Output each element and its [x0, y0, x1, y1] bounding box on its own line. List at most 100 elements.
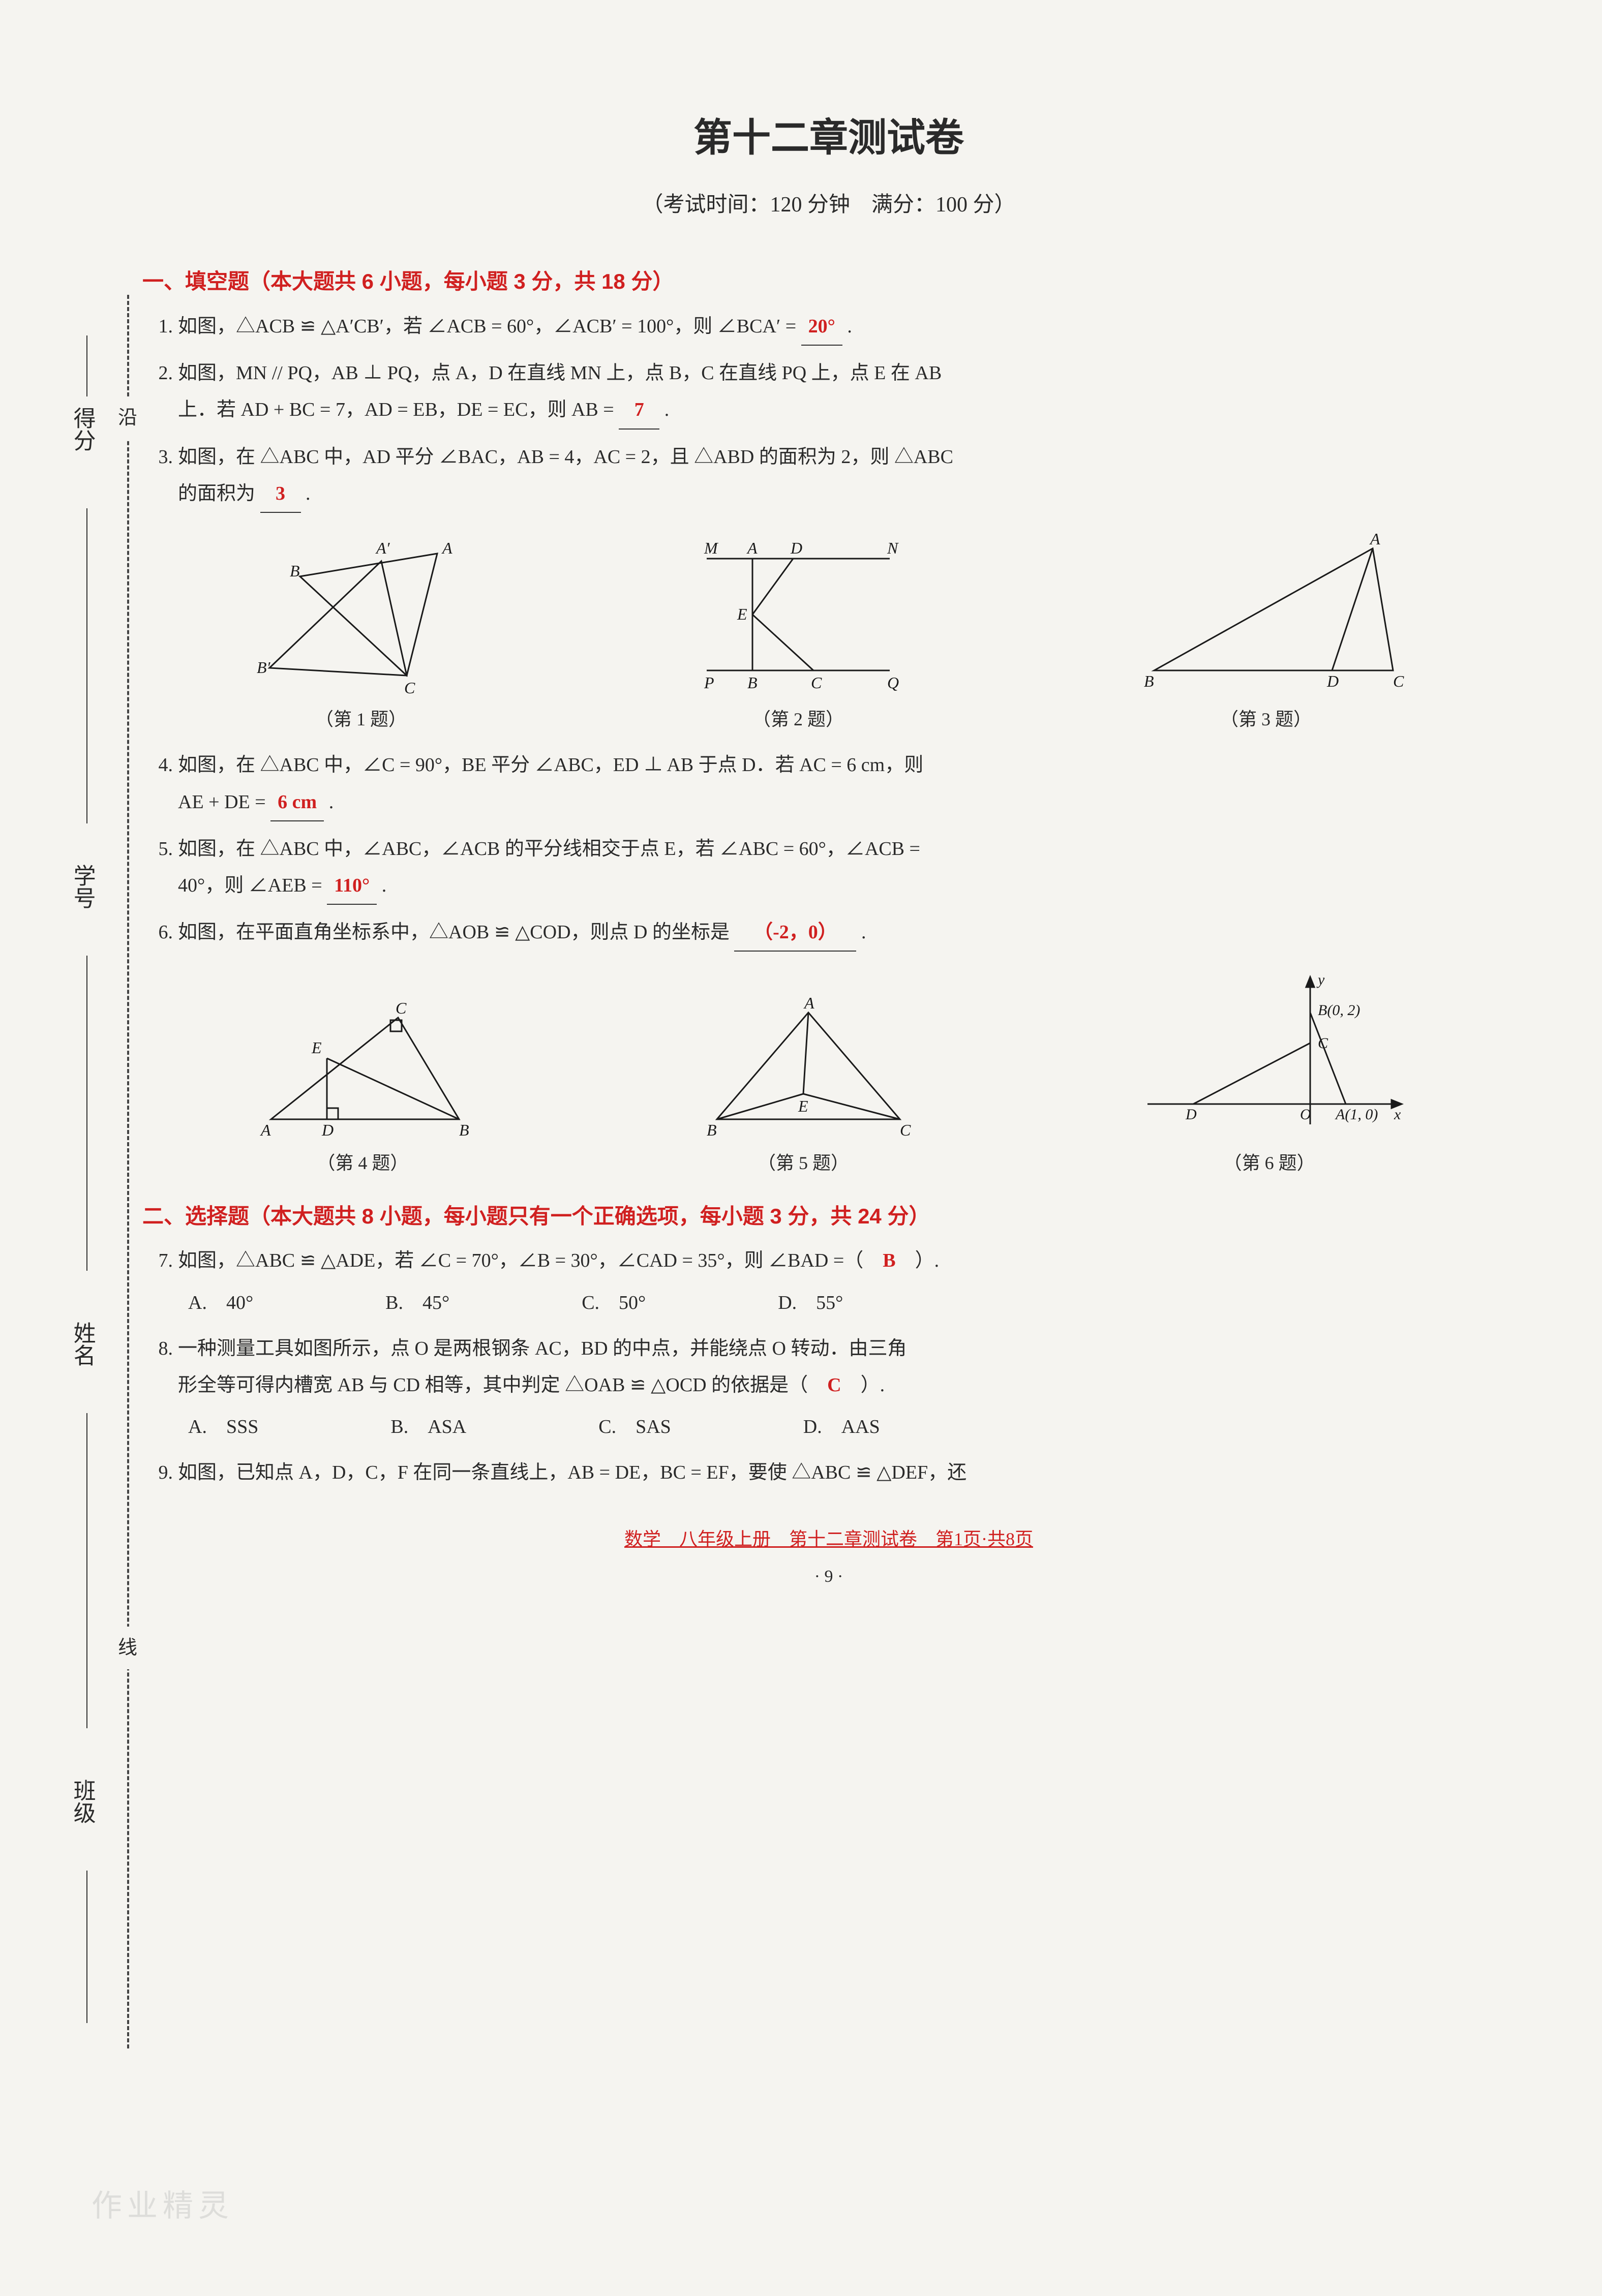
svg-text:E: E	[737, 605, 747, 623]
figure-3: A BDC （第 3 题）	[1124, 528, 1408, 737]
question-text: 形全等可得内槽宽 AB 与 CD 相等，其中判定 △OAB ≌ △OCD 的依据…	[178, 1374, 827, 1396]
svg-text:B: B	[747, 674, 758, 692]
question-number: 9.	[142, 1454, 173, 1491]
option-C: C. SAS	[598, 1409, 671, 1445]
figure-4-svg: C E ADB	[246, 992, 479, 1140]
svg-text:M: M	[704, 539, 719, 557]
question-6: 6. 如图，在平面直角坐标系中，△AOB ≌ △COD，则点 D 的坐标是 （-…	[142, 914, 1515, 952]
figure-3-svg: A BDC	[1124, 528, 1408, 696]
svg-text:B: B	[290, 562, 300, 580]
footer-page-number: · 9 ·	[142, 1560, 1515, 1594]
question-text: ）.	[896, 1250, 940, 1271]
question-text: .	[664, 399, 670, 420]
option-D: D. 55°	[778, 1284, 843, 1321]
question-number: 1.	[142, 308, 173, 345]
question-text: 如图，△ABC ≌ △ADE，若 ∠C = 70°，∠B = 30°，∠CAD …	[178, 1250, 883, 1271]
question-text: AE + DE =	[178, 791, 270, 813]
figure-1-svg: A′A B B′C	[249, 528, 473, 696]
question-text: 如图，MN // PQ，AB ⊥ PQ，点 A，D 在直线 MN 上，点 B，C…	[178, 362, 942, 384]
answer-blank: 3	[260, 475, 301, 513]
section-2-header: 二、选择题（本大题共 8 小题，每小题只有一个正确选项，每小题 3 分，共 24…	[142, 1196, 1515, 1237]
page-subtitle: （考试时间：120 分钟 满分：100 分）	[142, 185, 1515, 226]
options-row: A. SSS B. ASA C. SAS D. AAS	[178, 1409, 1515, 1445]
question-text: 如图，在 △ABC 中，∠ABC，∠ACB 的平分线相交于点 E，若 ∠ABC …	[178, 838, 920, 860]
svg-text:D: D	[321, 1121, 334, 1139]
figure-2: MADN E PBCQ （第 2 题）	[686, 528, 910, 737]
svg-text:A: A	[441, 539, 452, 557]
question-text: 一种测量工具如图所示，点 O 是两根钢条 AC，BD 的中点，并能绕点 O 转动…	[178, 1338, 906, 1359]
question-number: 5.	[142, 831, 173, 867]
svg-text:C: C	[1393, 672, 1404, 690]
figure-6: y x B(0, 2) C D O A(1, 0) （第 6 题）	[1127, 967, 1412, 1180]
option-C: C. 50°	[582, 1284, 646, 1321]
option-A: A. 40°	[188, 1284, 253, 1321]
point-label-A: A(1, 0)	[1335, 1106, 1378, 1123]
svg-text:A: A	[260, 1121, 271, 1139]
question-8: 8. 一种测量工具如图所示，点 O 是两根钢条 AC，BD 的中点，并能绕点 O…	[142, 1330, 1515, 1446]
watermark: 作业精灵	[92, 2177, 234, 2235]
question-text: .	[306, 483, 311, 504]
axis-label-x: x	[1394, 1106, 1401, 1123]
svg-text:B: B	[459, 1121, 469, 1139]
question-text: .	[329, 791, 334, 813]
question-text: 如图，已知点 A，D，C，F 在同一条直线上，AB = DE，BC = EF，要…	[178, 1462, 966, 1483]
sidebar: 得分 学号 姓名 班级	[61, 305, 122, 2033]
question-4: 4. 如图，在 △ABC 中，∠C = 90°，BE 平分 ∠ABC，ED ⊥ …	[142, 747, 1515, 821]
sidebar-name: 姓名	[61, 1322, 104, 1366]
point-label-D: D	[1185, 1106, 1197, 1123]
question-3: 3. 如图，在 △ABC 中，AD 平分 ∠BAC，AB = 4，AC = 2，…	[142, 439, 1515, 513]
answer-blank: 6 cm	[270, 784, 324, 821]
answer-blank: 7	[619, 391, 659, 429]
svg-text:E: E	[311, 1038, 322, 1057]
sidebar-rule	[86, 335, 87, 396]
option-B: B. 45°	[385, 1284, 449, 1321]
question-text: 如图，在 △ABC 中，AD 平分 ∠BAC，AB = 4，AC = 2，且 △…	[178, 446, 953, 468]
point-label-C: C	[1318, 1035, 1328, 1052]
svg-text:D: D	[1326, 672, 1339, 690]
point-label-B: B(0, 2)	[1318, 1002, 1360, 1019]
question-1: 1. 如图，△ACB ≌ △A′CB′，若 ∠ACB = 60°，∠ACB′ =…	[142, 308, 1515, 346]
question-number: 2.	[142, 355, 173, 391]
question-text: 上．若 AD + BC = 7，AD = EB，DE = EC，则 AB =	[178, 399, 619, 420]
svg-text:B: B	[1144, 672, 1154, 690]
option-D: D. AAS	[803, 1409, 880, 1445]
question-text: 如图，△ACB ≌ △A′CB′，若 ∠ACB = 60°，∠ACB′ = 10…	[178, 316, 801, 337]
page-title: 第十二章测试卷	[142, 102, 1515, 175]
question-number: 6.	[142, 914, 173, 951]
figure-4: C E ADB （第 4 题）	[246, 992, 479, 1180]
figure-6-svg: y x B(0, 2) C D O A(1, 0)	[1127, 967, 1412, 1140]
svg-text:P: P	[704, 674, 714, 692]
question-7: 7. 如图，△ABC ≌ △ADE，若 ∠C = 70°，∠B = 30°，∠C…	[142, 1242, 1515, 1321]
figures-row-2: C E ADB （第 4 题） A E BC	[142, 967, 1515, 1180]
sidebar-rule	[86, 508, 87, 823]
svg-text:C: C	[811, 674, 822, 692]
figure-caption: （第 1 题）	[249, 702, 473, 737]
question-text: 如图，在 △ABC 中，∠C = 90°，BE 平分 ∠ABC，ED ⊥ AB …	[178, 754, 923, 776]
svg-text:B: B	[707, 1121, 717, 1139]
figures-row-1: A′A B B′C （第 1 题） MADN E PBCQ	[142, 528, 1515, 737]
question-text: 的面积为	[178, 483, 255, 504]
sidebar-score: 得分	[61, 407, 104, 451]
point-label-O: O	[1300, 1106, 1311, 1123]
figure-caption: （第 5 题）	[686, 1146, 920, 1180]
figure-1: A′A B B′C （第 1 题）	[249, 528, 473, 737]
option-A: A. SSS	[188, 1409, 258, 1445]
svg-text:Q: Q	[887, 674, 899, 692]
svg-text:A′: A′	[375, 539, 390, 557]
question-text: ）.	[841, 1374, 885, 1396]
question-5: 5. 如图，在 △ABC 中，∠ABC，∠ACB 的平分线相交于点 E，若 ∠A…	[142, 831, 1515, 905]
question-2: 2. 如图，MN // PQ，AB ⊥ PQ，点 A，D 在直线 MN 上，点 …	[142, 355, 1515, 429]
question-text: 如图，在平面直角坐标系中，△AOB ≌ △COD，则点 D 的坐标是	[178, 922, 730, 943]
page-content: 第十二章测试卷 （考试时间：120 分钟 满分：100 分） 一、填空题（本大题…	[142, 102, 1515, 1594]
svg-text:A: A	[746, 539, 758, 557]
footer-red: 数学 八年级上册 第十二章测试卷 第1页·共8页	[142, 1522, 1515, 1556]
question-number: 4.	[142, 747, 173, 783]
question-number: 3.	[142, 439, 173, 475]
question-text: .	[861, 922, 866, 943]
svg-text:E: E	[798, 1097, 808, 1115]
question-text: 40°，则 ∠AEB =	[178, 875, 327, 896]
svg-text:A: A	[803, 994, 814, 1012]
options-row: A. 40° B. 45° C. 50° D. 55°	[178, 1284, 1515, 1321]
mc-answer: C	[827, 1374, 841, 1396]
figure-caption: （第 6 题）	[1127, 1146, 1412, 1180]
